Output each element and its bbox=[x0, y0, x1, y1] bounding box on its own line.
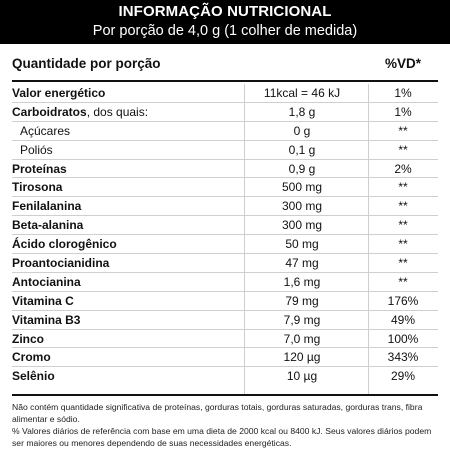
nutrient-name: Beta-alanina bbox=[12, 216, 83, 234]
nutrient-vd: ** bbox=[398, 237, 408, 252]
nutrient-vd: 343% bbox=[387, 350, 419, 365]
nutrient-name: Poliós bbox=[20, 141, 53, 159]
table-row: Tirosona 500 mg ** bbox=[12, 178, 438, 198]
footer-divider bbox=[12, 394, 438, 396]
nutrient-name: Proantocianidina bbox=[12, 254, 109, 272]
nutrient-label: Açúcares bbox=[20, 123, 71, 138]
nutrient-amount: 0 g bbox=[293, 123, 311, 138]
table-row: Antocianina 1,6 mg ** bbox=[12, 273, 438, 292]
nutrient-vd: 1% bbox=[394, 104, 412, 119]
nutrient-label: Cromo bbox=[12, 350, 51, 365]
nutrient-name: Fenilalanina bbox=[12, 197, 81, 215]
nutrient-vd: 176% bbox=[387, 293, 419, 308]
nutrient-name: Vitamina C bbox=[12, 292, 74, 310]
portion-column-header: Quantidade por porção bbox=[12, 56, 161, 71]
nutrient-label: Proantocianidina bbox=[12, 256, 110, 271]
footnote-daily-values: % Valores diários de referência com base… bbox=[12, 426, 432, 448]
table-row: Cromo 120 µg 343% bbox=[12, 348, 438, 368]
table-row: Açúcares 0 g ** bbox=[12, 122, 438, 141]
nutrient-label: Ácido clorogênico bbox=[12, 237, 117, 252]
nutrient-amount: 500 mg bbox=[281, 180, 323, 195]
nutrient-name: Vitamina B3 bbox=[12, 311, 80, 329]
table-row: Zinco 7,0 mg 100% bbox=[12, 330, 438, 349]
nutrient-name: Zinco bbox=[12, 330, 44, 348]
table-row: Vitamina C 79 mg 176% bbox=[12, 292, 438, 311]
table-row: Proantocianidina 47 mg ** bbox=[12, 254, 438, 273]
table-row: Proteínas 0,9 g 2% bbox=[12, 160, 438, 179]
nutrient-amount: 79 mg bbox=[285, 293, 319, 308]
nutrient-vd: ** bbox=[398, 142, 408, 157]
column-headers: Quantidade por porção %VD* bbox=[12, 56, 438, 78]
nutrient-vd: 100% bbox=[387, 331, 419, 346]
nutrient-amount: 1,6 mg bbox=[283, 274, 321, 289]
nutrient-vd: 49% bbox=[390, 312, 416, 327]
column-divider-right bbox=[368, 84, 369, 394]
header-divider bbox=[12, 80, 438, 82]
nutrient-label: Zinco bbox=[12, 331, 44, 346]
nutrient-vd: 1% bbox=[394, 86, 412, 100]
nutrient-label: Antocianina bbox=[12, 274, 81, 289]
nutrient-name: Cromo bbox=[12, 348, 51, 366]
nutrient-label: Vitamina B3 bbox=[12, 312, 81, 327]
nutrient-name: Tirosona bbox=[12, 178, 62, 196]
table-row: Vitamina B3 7,9 mg 49% bbox=[12, 311, 438, 330]
nutrient-label: Vitamina C bbox=[12, 293, 74, 308]
nutrient-amount: 7,9 mg bbox=[283, 312, 321, 327]
nutrient-label: Valor energético bbox=[12, 86, 106, 100]
nutrient-amount: 0,1 g bbox=[288, 142, 316, 157]
nutrient-vd: ** bbox=[398, 256, 408, 271]
serving-size: Por porção de 4,0 g (1 colher de medida) bbox=[92, 23, 358, 39]
nutrient-label: Fenilalanina bbox=[12, 199, 82, 214]
nutrient-amount: 0,9 g bbox=[288, 161, 316, 176]
nutrient-label: Tirosona bbox=[12, 180, 63, 195]
nutrient-vd: ** bbox=[398, 218, 408, 233]
table-row: Poliós 0,1 g ** bbox=[12, 141, 438, 160]
nutrient-name: Carboidratos, dos quais: bbox=[12, 103, 148, 121]
nutrient-suffix: , dos quais: bbox=[86, 104, 149, 119]
nutrient-label: Beta-alanina bbox=[12, 218, 84, 233]
nutrient-amount: 7,0 mg bbox=[283, 331, 321, 346]
table-row: Selênio 10 µg 29% bbox=[12, 367, 438, 386]
nutrient-vd: 2% bbox=[394, 161, 412, 176]
nutrient-vd: ** bbox=[398, 199, 408, 214]
nutrient-amount: 11kcal = 46 kJ bbox=[263, 86, 341, 100]
nutrient-name: Valor energético bbox=[12, 84, 105, 102]
nutrient-amount: 300 mg bbox=[281, 199, 323, 214]
nutrient-label: Poliós bbox=[20, 142, 53, 157]
table-row: Carboidratos, dos quais: 1,8 g 1% bbox=[12, 103, 438, 122]
footnotes: Não contém quantidade significativa de p… bbox=[12, 401, 442, 449]
nutrient-amount: 300 mg bbox=[281, 218, 323, 233]
nutrient-label: Proteínas bbox=[12, 161, 67, 176]
nutrition-title: INFORMAÇÃO NUTRICIONAL bbox=[118, 3, 332, 20]
nutrient-vd: ** bbox=[398, 274, 408, 289]
nutrient-amount: 10 µg bbox=[286, 369, 318, 384]
nutrient-amount: 47 mg bbox=[285, 256, 319, 271]
nutrition-header: INFORMAÇÃO NUTRICIONAL Por porção de 4,0… bbox=[0, 0, 450, 44]
table-row: Valor energético 11kcal = 46 kJ 1% bbox=[12, 84, 438, 103]
nutrient-name: Selênio bbox=[12, 367, 55, 385]
nutrient-amount: 1,8 g bbox=[288, 104, 316, 119]
nutrient-vd: 29% bbox=[390, 369, 416, 384]
nutrient-vd: ** bbox=[398, 180, 408, 195]
nutrient-label: Carboidratos bbox=[12, 104, 87, 119]
column-divider-left bbox=[244, 84, 245, 394]
table-row: Ácido clorogênico 50 mg ** bbox=[12, 235, 438, 255]
footnote-composition: Não contém quantidade significativa de p… bbox=[12, 402, 423, 424]
nutrient-label: Selênio bbox=[12, 369, 55, 384]
nutrient-name: Antocianina bbox=[12, 273, 81, 291]
table-row: Beta-alanina 300 mg ** bbox=[12, 216, 438, 236]
nutrient-amount: 120 µg bbox=[283, 350, 321, 365]
nutrient-name: Proteínas bbox=[12, 160, 67, 178]
vd-column-header: %VD* bbox=[384, 56, 421, 71]
table-row: Fenilalanina 300 mg ** bbox=[12, 197, 438, 217]
nutrient-amount: 50 mg bbox=[285, 237, 319, 252]
nutrient-vd: ** bbox=[398, 123, 408, 138]
nutrition-table: Valor energético 11kcal = 46 kJ 1% Carboidr… bbox=[12, 84, 438, 386]
nutrient-name: Ácido clorogênico bbox=[12, 235, 117, 253]
nutrient-name: Açúcares bbox=[20, 122, 70, 140]
